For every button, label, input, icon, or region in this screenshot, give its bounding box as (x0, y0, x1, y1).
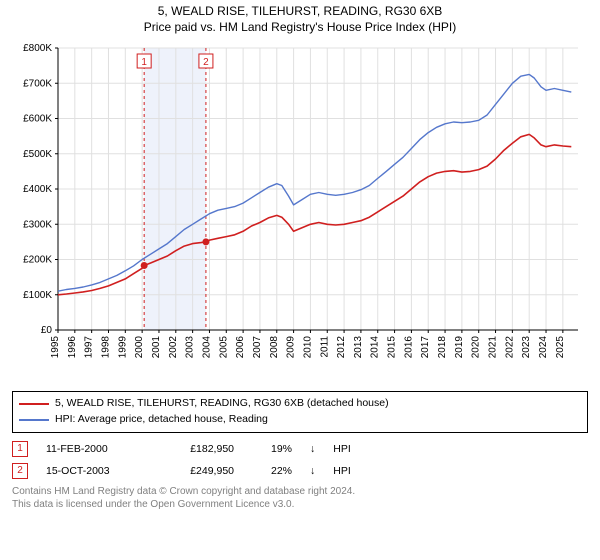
svg-text:2024: 2024 (538, 336, 549, 359)
svg-text:2010: 2010 (302, 336, 313, 359)
svg-text:2011: 2011 (319, 336, 330, 358)
sale-row-1: 2 15-OCT-2003 £249,950 22% ↓ HPI (12, 463, 588, 479)
sale-pct: 22% (252, 465, 292, 477)
svg-text:2009: 2009 (286, 336, 297, 359)
attribution-line2: This data is licensed under the Open Gov… (12, 498, 588, 511)
svg-text:£300K: £300K (23, 219, 52, 230)
svg-text:2014: 2014 (370, 336, 381, 359)
svg-text:2016: 2016 (403, 336, 414, 359)
svg-text:2025: 2025 (555, 336, 566, 359)
chart-title-subtitle: Price paid vs. HM Land Registry's House … (0, 20, 600, 34)
svg-text:2019: 2019 (454, 336, 465, 359)
sale-marker-box: 1 (12, 441, 28, 457)
svg-text:£100K: £100K (23, 290, 52, 301)
sale-marker-box: 2 (12, 463, 28, 479)
svg-text:2013: 2013 (353, 336, 364, 359)
svg-text:1: 1 (141, 57, 147, 68)
svg-text:2022: 2022 (504, 336, 515, 359)
svg-text:2021: 2021 (488, 336, 499, 359)
svg-text:2000: 2000 (134, 336, 145, 359)
sale-date: 15-OCT-2003 (46, 465, 136, 477)
down-arrow-icon: ↓ (310, 443, 315, 455)
chart-area: £0 £100K £200K £300K £400K £500K £600K £700K £80… (12, 40, 588, 385)
attribution-line1: Contains HM Land Registry data © Crown c… (12, 485, 588, 498)
svg-text:1999: 1999 (117, 336, 128, 359)
svg-text:£0: £0 (41, 325, 53, 336)
svg-text:2008: 2008 (269, 336, 280, 359)
legend-label: HPI: Average price, detached house, Read… (55, 412, 268, 428)
svg-text:1997: 1997 (84, 336, 95, 359)
svg-text:£200K: £200K (23, 255, 52, 266)
svg-text:2002: 2002 (168, 336, 179, 359)
svg-text:2004: 2004 (201, 336, 212, 359)
sale-pct: 19% (252, 443, 292, 455)
svg-text:£600K: £600K (23, 114, 52, 125)
sale-hpi-label: HPI (333, 443, 351, 455)
svg-text:£500K: £500K (23, 149, 52, 160)
sale-price: £182,950 (154, 443, 234, 455)
legend-label: 5, WEALD RISE, TILEHURST, READING, RG30 … (55, 396, 389, 412)
svg-text:2001: 2001 (151, 336, 162, 359)
svg-text:2005: 2005 (218, 336, 229, 359)
sale-date: 11-FEB-2000 (46, 443, 136, 455)
legend-swatch (19, 419, 49, 421)
svg-text:2: 2 (203, 57, 209, 68)
sale-hpi-label: HPI (333, 465, 351, 477)
svg-text:2007: 2007 (252, 336, 263, 359)
down-arrow-icon: ↓ (310, 465, 315, 477)
attribution-text: Contains HM Land Registry data © Crown c… (12, 485, 588, 511)
svg-text:2003: 2003 (185, 336, 196, 359)
svg-text:2018: 2018 (437, 336, 448, 359)
sale-row-0: 1 11-FEB-2000 £182,950 19% ↓ HPI (12, 441, 588, 457)
svg-text:2023: 2023 (521, 336, 532, 359)
svg-text:2015: 2015 (387, 336, 398, 359)
svg-text:£400K: £400K (23, 184, 52, 195)
page-root: 5, WEALD RISE, TILEHURST, READING, RG30 … (0, 0, 600, 560)
chart-title-address: 5, WEALD RISE, TILEHURST, READING, RG30 … (0, 4, 600, 18)
legend: 5, WEALD RISE, TILEHURST, READING, RG30 … (12, 391, 588, 433)
chart-title-block: 5, WEALD RISE, TILEHURST, READING, RG30 … (0, 0, 600, 34)
line-chart: £0 £100K £200K £300K £400K £500K £600K £700K £80… (12, 40, 588, 380)
svg-text:£800K: £800K (23, 43, 52, 54)
svg-text:£700K: £700K (23, 78, 52, 89)
svg-text:2017: 2017 (420, 336, 431, 359)
svg-text:1996: 1996 (67, 336, 78, 359)
svg-text:2020: 2020 (471, 336, 482, 359)
sales-table: 1 11-FEB-2000 £182,950 19% ↓ HPI 2 15-OCT-2003 £… (12, 441, 588, 479)
legend-swatch (19, 403, 49, 405)
sale-price: £249,950 (154, 465, 234, 477)
svg-text:2012: 2012 (336, 336, 347, 359)
legend-row-0: 5, WEALD RISE, TILEHURST, READING, RG30 … (19, 396, 581, 412)
svg-text:1995: 1995 (50, 336, 61, 359)
legend-row-1: HPI: Average price, detached house, Read… (19, 412, 581, 428)
svg-text:1998: 1998 (100, 336, 111, 359)
svg-text:2006: 2006 (235, 336, 246, 359)
